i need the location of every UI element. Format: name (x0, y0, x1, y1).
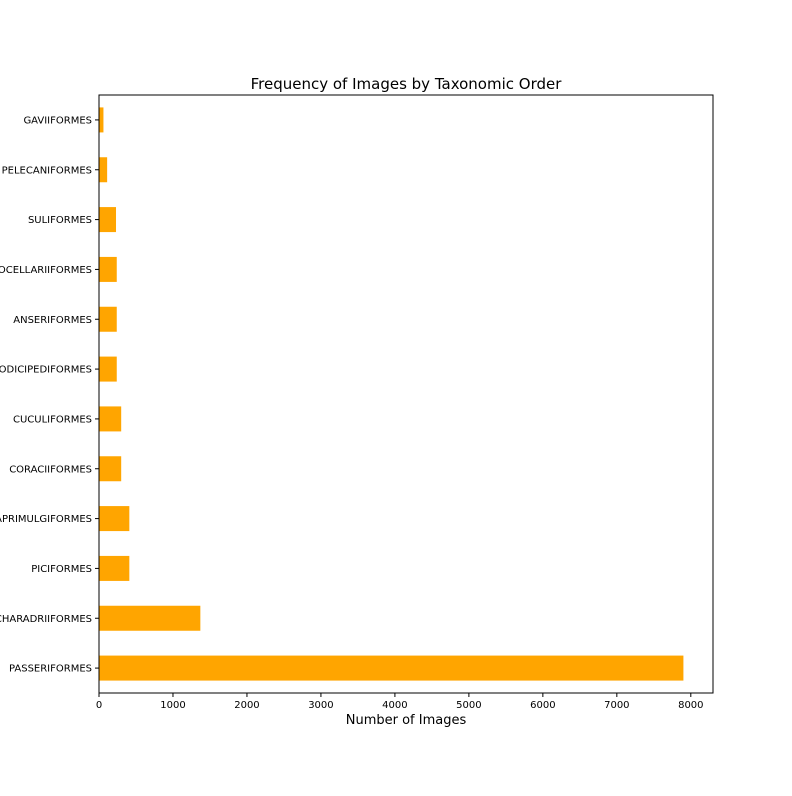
bar (99, 655, 684, 681)
bar (99, 506, 130, 532)
chart-title: Frequency of Images by Taxonomic Order (251, 75, 563, 93)
y-tick-label: SULIFORMES (28, 215, 92, 226)
plot-area: GAVIIFORMES PELECANIFORMES SULIFORMES PROCE… (0, 107, 704, 711)
x-tick-label: 5000 (456, 700, 481, 711)
y-tick-label: ANSERIFORMES (13, 315, 92, 326)
x-tick-label: 1000 (160, 700, 185, 711)
bar (99, 207, 117, 233)
x-axis-title: Number of Images (346, 713, 467, 728)
y-tick-label: PICIFORMES (31, 564, 92, 575)
x-tick-label: 6000 (530, 700, 555, 711)
x-tick-label: 7000 (604, 700, 629, 711)
bar (99, 406, 122, 432)
plot-frame (98, 94, 714, 694)
bar (99, 157, 108, 183)
bar (99, 356, 117, 382)
x-tick-label: 2000 (234, 700, 259, 711)
bar (99, 456, 122, 482)
y-tick-label: CORACIIFORMES (9, 464, 92, 475)
y-tick-label: CUCULIFORMES (13, 414, 92, 425)
y-tick-label: PROCELLARIIFORMES (0, 265, 92, 276)
y-tick-label: PELECANIFORMES (2, 165, 92, 176)
x-tick-label: 8000 (678, 700, 703, 711)
bar (99, 605, 201, 631)
bar (99, 306, 117, 332)
y-tick-label: CHARADRIIFORMES (0, 614, 92, 625)
x-tick-label: 4000 (382, 700, 407, 711)
bar (99, 107, 104, 133)
y-tick-label: CAPRIMULGIFORMES (0, 514, 92, 525)
y-tick-label: PODICIPEDIFORMES (0, 365, 92, 376)
y-tick-label: GAVIIFORMES (23, 115, 92, 126)
x-tick-label: 0 (96, 700, 102, 711)
x-tick-label: 3000 (308, 700, 333, 711)
bar (99, 256, 117, 282)
bar (99, 555, 130, 581)
y-tick-label: PASSERIFORMES (9, 664, 92, 675)
